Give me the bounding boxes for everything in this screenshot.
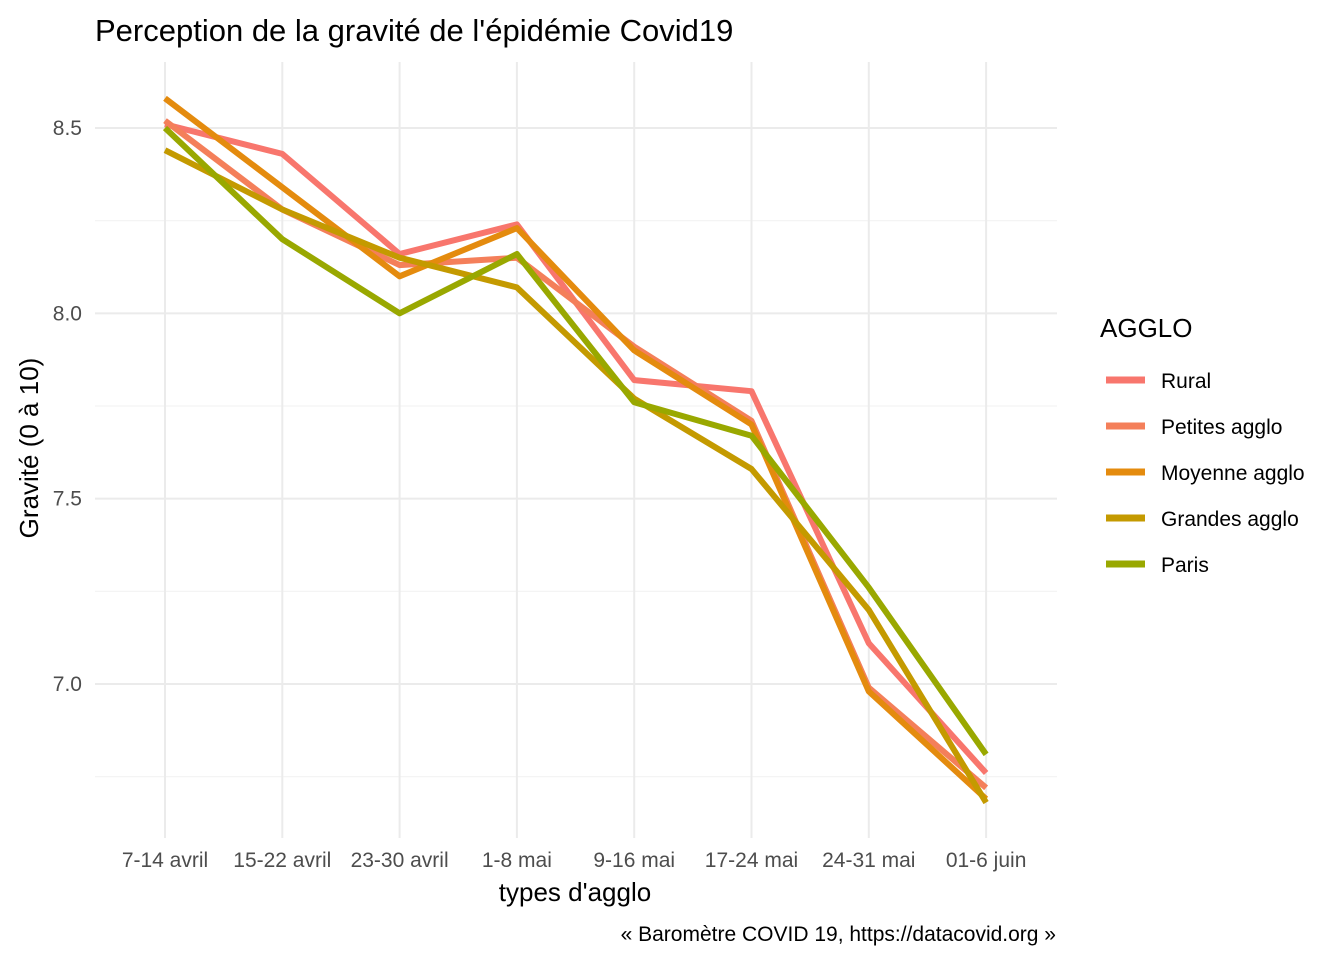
grid-layer	[95, 62, 1057, 838]
legend-label-paris: Paris	[1161, 554, 1209, 577]
x-tick-label: 9-16 mai	[593, 849, 675, 872]
y-axis-title: Gravité (0 à 10)	[14, 358, 44, 539]
y-tick-label: 7.0	[53, 673, 82, 696]
y-tick-label: 8.5	[53, 117, 82, 140]
series-line-moyenne-agglo	[163, 95, 989, 802]
legend-label-rural: Rural	[1161, 370, 1211, 393]
legend-label-grandes-agglo: Grandes agglo	[1161, 508, 1299, 531]
legend-label-petites-agglo: Petites agglo	[1161, 416, 1282, 439]
y-tick-label: 8.0	[53, 302, 82, 325]
x-tick-label: 01-6 juin	[946, 849, 1027, 872]
x-tick-label: 17-24 mai	[705, 849, 798, 872]
y-tick-label: 7.5	[53, 488, 82, 511]
x-tick-label: 15-22 avril	[233, 849, 331, 872]
x-axis-ticks: 7-14 avril 15-22 avril 23-30 avril 1-8 mai 9…	[122, 849, 1027, 872]
series-layer	[162, 95, 989, 805]
series-line-grandes-agglo	[163, 147, 989, 805]
x-tick-label: 23-30 avril	[351, 849, 449, 872]
x-tick-label: 1-8 mai	[482, 849, 552, 872]
x-tick-label: 7-14 avril	[122, 849, 208, 872]
legend-title: AGGLO	[1100, 313, 1192, 343]
x-tick-label: 24-31 mai	[822, 849, 915, 872]
chart-caption: « Baromètre COVID 19, https://datacovid.…	[621, 923, 1056, 946]
legend: AGGLO Rural Petites agglo Moyenne agglo Gra…	[1100, 313, 1305, 577]
legend-label-moyenne-agglo: Moyenne agglo	[1161, 462, 1305, 485]
y-axis-ticks: 7.0 7.5 8.0 8.5	[53, 117, 82, 696]
chart-title: Perception de la gravité de l'épidémie C…	[95, 13, 733, 48]
x-axis-title: types d'agglo	[499, 877, 651, 907]
series-line-paris	[162, 125, 989, 757]
